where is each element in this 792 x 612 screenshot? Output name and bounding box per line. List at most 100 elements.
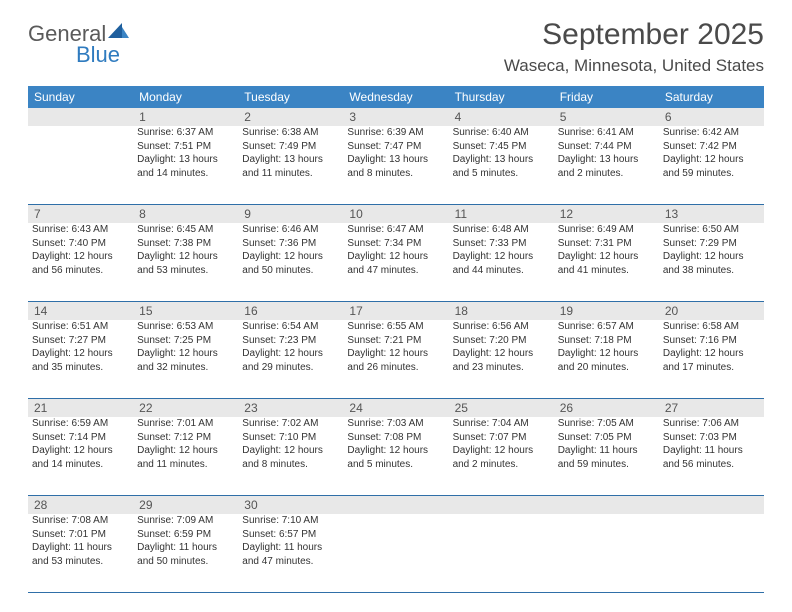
month-title: September 2025 [504, 18, 764, 52]
sunset-text: Sunset: 7:36 PM [242, 237, 339, 251]
day-cell: Sunrise: 6:47 AMSunset: 7:34 PMDaylight:… [343, 223, 448, 301]
weekday-header: Tuesday [238, 86, 343, 108]
day-number: 23 [238, 399, 343, 417]
day-cell: Sunrise: 6:58 AMSunset: 7:16 PMDaylight:… [659, 320, 764, 398]
day-cell: Sunrise: 7:01 AMSunset: 7:12 PMDaylight:… [133, 417, 238, 495]
day-cell: Sunrise: 6:57 AMSunset: 7:18 PMDaylight:… [554, 320, 659, 398]
week-row: Sunrise: 6:51 AMSunset: 7:27 PMDaylight:… [28, 320, 764, 399]
day-number: 27 [659, 399, 764, 417]
sunrise-text: Sunrise: 6:40 AM [453, 126, 550, 140]
sunset-text: Sunset: 7:05 PM [558, 431, 655, 445]
day-cell [343, 514, 448, 592]
daylight-text: Daylight: 11 hours and 59 minutes. [558, 444, 655, 471]
day-number: 13 [659, 205, 764, 223]
day-cell: Sunrise: 7:06 AMSunset: 7:03 PMDaylight:… [659, 417, 764, 495]
sail-icon [108, 22, 130, 40]
sunset-text: Sunset: 7:01 PM [32, 528, 129, 542]
day-number: 10 [343, 205, 448, 223]
day-number [659, 496, 764, 514]
sunrise-text: Sunrise: 6:47 AM [347, 223, 444, 237]
sunrise-text: Sunrise: 6:54 AM [242, 320, 339, 334]
weekday-header: Saturday [659, 86, 764, 108]
day-number: 22 [133, 399, 238, 417]
daylight-text: Daylight: 13 hours and 2 minutes. [558, 153, 655, 180]
day-number [28, 108, 133, 126]
day-cell: Sunrise: 6:54 AMSunset: 7:23 PMDaylight:… [238, 320, 343, 398]
day-cell: Sunrise: 7:08 AMSunset: 7:01 PMDaylight:… [28, 514, 133, 592]
day-number-row: 21222324252627 [28, 399, 764, 417]
daylight-text: Daylight: 13 hours and 14 minutes. [137, 153, 234, 180]
sunset-text: Sunset: 7:51 PM [137, 140, 234, 154]
sunrise-text: Sunrise: 6:49 AM [558, 223, 655, 237]
day-number: 26 [554, 399, 659, 417]
week-row: Sunrise: 6:37 AMSunset: 7:51 PMDaylight:… [28, 126, 764, 205]
sunset-text: Sunset: 7:18 PM [558, 334, 655, 348]
sunrise-text: Sunrise: 6:38 AM [242, 126, 339, 140]
day-number: 25 [449, 399, 554, 417]
sunrise-text: Sunrise: 6:56 AM [453, 320, 550, 334]
sunset-text: Sunset: 7:16 PM [663, 334, 760, 348]
day-cell: Sunrise: 6:55 AMSunset: 7:21 PMDaylight:… [343, 320, 448, 398]
sunrise-text: Sunrise: 7:01 AM [137, 417, 234, 431]
sunrise-text: Sunrise: 6:51 AM [32, 320, 129, 334]
day-cell: Sunrise: 6:37 AMSunset: 7:51 PMDaylight:… [133, 126, 238, 204]
day-number: 14 [28, 302, 133, 320]
day-cell [659, 514, 764, 592]
day-cell [28, 126, 133, 204]
sunset-text: Sunset: 7:29 PM [663, 237, 760, 251]
sunrise-text: Sunrise: 7:03 AM [347, 417, 444, 431]
title-block: September 2025 Waseca, Minnesota, United… [504, 18, 764, 76]
daylight-text: Daylight: 12 hours and 41 minutes. [558, 250, 655, 277]
sunset-text: Sunset: 7:23 PM [242, 334, 339, 348]
day-number-row: 282930 [28, 496, 764, 514]
day-cell: Sunrise: 6:48 AMSunset: 7:33 PMDaylight:… [449, 223, 554, 301]
daylight-text: Daylight: 11 hours and 47 minutes. [242, 541, 339, 568]
daylight-text: Daylight: 11 hours and 56 minutes. [663, 444, 760, 471]
weekday-header: Thursday [449, 86, 554, 108]
day-number: 21 [28, 399, 133, 417]
daylight-text: Daylight: 12 hours and 29 minutes. [242, 347, 339, 374]
daylight-text: Daylight: 11 hours and 53 minutes. [32, 541, 129, 568]
day-cell: Sunrise: 7:04 AMSunset: 7:07 PMDaylight:… [449, 417, 554, 495]
day-number: 20 [659, 302, 764, 320]
day-cell [554, 514, 659, 592]
day-cell: Sunrise: 7:10 AMSunset: 6:57 PMDaylight:… [238, 514, 343, 592]
daylight-text: Daylight: 12 hours and 47 minutes. [347, 250, 444, 277]
daylight-text: Daylight: 12 hours and 5 minutes. [347, 444, 444, 471]
daylight-text: Daylight: 12 hours and 8 minutes. [242, 444, 339, 471]
weekday-header: Friday [554, 86, 659, 108]
sunset-text: Sunset: 6:57 PM [242, 528, 339, 542]
day-number: 9 [238, 205, 343, 223]
day-number: 7 [28, 205, 133, 223]
day-number [554, 496, 659, 514]
day-number [449, 496, 554, 514]
day-number: 18 [449, 302, 554, 320]
sunrise-text: Sunrise: 6:55 AM [347, 320, 444, 334]
day-cell [449, 514, 554, 592]
sunrise-text: Sunrise: 7:05 AM [558, 417, 655, 431]
day-cell: Sunrise: 6:38 AMSunset: 7:49 PMDaylight:… [238, 126, 343, 204]
weekday-header: Sunday [28, 86, 133, 108]
day-number: 15 [133, 302, 238, 320]
sunset-text: Sunset: 7:45 PM [453, 140, 550, 154]
sunrise-text: Sunrise: 7:04 AM [453, 417, 550, 431]
daylight-text: Daylight: 13 hours and 11 minutes. [242, 153, 339, 180]
daylight-text: Daylight: 12 hours and 56 minutes. [32, 250, 129, 277]
day-number-row: 123456 [28, 108, 764, 126]
day-number [343, 496, 448, 514]
daylight-text: Daylight: 12 hours and 50 minutes. [242, 250, 339, 277]
day-cell: Sunrise: 6:53 AMSunset: 7:25 PMDaylight:… [133, 320, 238, 398]
sunrise-text: Sunrise: 6:41 AM [558, 126, 655, 140]
week-row: Sunrise: 6:43 AMSunset: 7:40 PMDaylight:… [28, 223, 764, 302]
day-number: 1 [133, 108, 238, 126]
sunrise-text: Sunrise: 6:45 AM [137, 223, 234, 237]
day-number: 3 [343, 108, 448, 126]
daylight-text: Daylight: 12 hours and 2 minutes. [453, 444, 550, 471]
sunrise-text: Sunrise: 7:02 AM [242, 417, 339, 431]
day-cell: Sunrise: 7:05 AMSunset: 7:05 PMDaylight:… [554, 417, 659, 495]
sunset-text: Sunset: 7:44 PM [558, 140, 655, 154]
day-cell: Sunrise: 6:56 AMSunset: 7:20 PMDaylight:… [449, 320, 554, 398]
day-cell: Sunrise: 6:51 AMSunset: 7:27 PMDaylight:… [28, 320, 133, 398]
day-number: 30 [238, 496, 343, 514]
day-cell: Sunrise: 6:45 AMSunset: 7:38 PMDaylight:… [133, 223, 238, 301]
